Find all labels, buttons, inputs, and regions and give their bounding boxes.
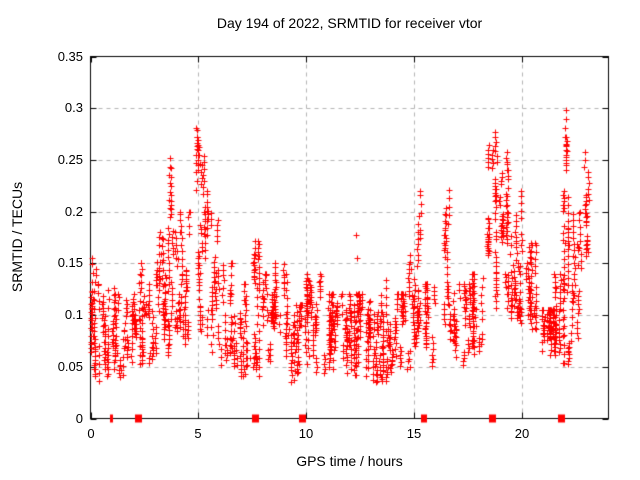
y-tick-label: 0 [75, 411, 83, 426]
y-tick-label: 0.05 [57, 359, 83, 374]
y-tick-label: 0.3 [64, 100, 83, 115]
x-tick-label: 0 [87, 426, 95, 441]
y-tick-label: 0.25 [57, 152, 83, 167]
chart-title: Day 194 of 2022, SRMTID for receiver vto… [216, 15, 483, 31]
y-tick-label: 0.15 [57, 255, 83, 270]
x-tick-label: 10 [298, 426, 314, 441]
x-tick-label: 5 [194, 426, 202, 441]
x-tick-label: 15 [406, 426, 422, 441]
x-tick-label: 20 [514, 426, 530, 441]
y-tick-label: 0.35 [57, 49, 83, 64]
y-tick-label: 0.1 [64, 307, 83, 322]
y-tick-label: 0.2 [64, 204, 83, 219]
y-axis-label: SRMTID / TECUs [9, 181, 25, 293]
x-axis-label: GPS time / hours [296, 453, 403, 469]
